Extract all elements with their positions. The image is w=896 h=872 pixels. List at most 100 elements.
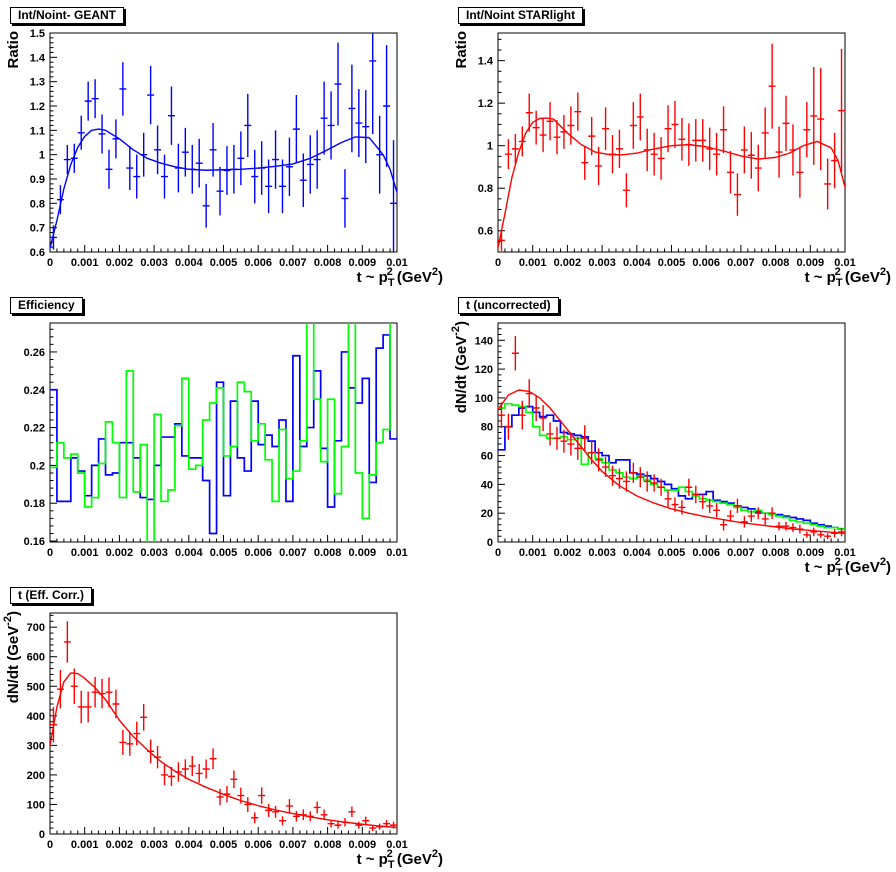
- svg-text:1.3: 1.3: [30, 77, 45, 89]
- plot-ratio-starlight: 0 0.001 0.002 0.003 0.004 0.005 0.006 0.007 0.00…: [453, 31, 891, 289]
- svg-text:0.007: 0.007: [727, 547, 755, 559]
- svg-text:0.007: 0.007: [727, 257, 755, 269]
- plot-efficiency: 0 0.001 0.002 0.003 0.004 0.005 0.006 0.007 0.00…: [24, 322, 408, 559]
- svg-text:0.004: 0.004: [623, 257, 651, 269]
- plot-frame: [49, 32, 398, 253]
- svg-text:0.004: 0.004: [175, 839, 203, 851]
- svg-text:300: 300: [27, 740, 45, 752]
- svg-text:0.006: 0.006: [244, 839, 272, 851]
- svg-text:0.005: 0.005: [210, 839, 238, 851]
- efficiency-green-hist: [50, 323, 391, 542]
- svg-text:0.004: 0.004: [623, 547, 651, 559]
- svg-text:0.001: 0.001: [519, 547, 547, 559]
- svg-text:0.004: 0.004: [175, 257, 203, 269]
- svg-text:0.002: 0.002: [106, 839, 134, 851]
- svg-text:600: 600: [27, 652, 45, 664]
- svg-text:0.7: 0.7: [30, 223, 45, 235]
- x-axis-title: t ~ pT2 (GeV2): [357, 266, 443, 289]
- svg-text:0.008: 0.008: [762, 547, 790, 559]
- svg-text:0.9: 0.9: [30, 174, 45, 186]
- axis-ticks: [49, 328, 398, 542]
- svg-text:0.26: 0.26: [24, 347, 45, 359]
- svg-text:0.009: 0.009: [797, 257, 825, 269]
- svg-text:0.005: 0.005: [658, 547, 686, 559]
- axis-tick-labels: 0 0.001 0.002 0.003 0.004 0.005 0.006 0.007 0.00…: [30, 28, 408, 269]
- svg-text:1: 1: [39, 150, 45, 162]
- svg-text:0.002: 0.002: [554, 547, 582, 559]
- svg-text:500: 500: [27, 681, 45, 693]
- svg-text:0.005: 0.005: [658, 257, 686, 269]
- svg-text:0: 0: [47, 839, 53, 851]
- axis-tick-labels: 0 0.001 0.002 0.003 0.004 0.005 0.006 0.007 0.00…: [478, 56, 856, 269]
- pave-title-text: Int/Noint STARlight: [466, 8, 576, 22]
- svg-text:0: 0: [47, 547, 53, 559]
- y-axis-title: dN/dt (GeV-2): [450, 321, 470, 413]
- pad-ratio-geant: 0 0.001 0.002 0.003 0.004 0.005 0.006 0.007 0.00…: [0, 0, 448, 290]
- svg-text:0.004: 0.004: [175, 547, 203, 559]
- svg-text:0.001: 0.001: [519, 257, 547, 269]
- plot-t-uncorrected: 0 0.001 0.002 0.003 0.004 0.005 0.006 0.007 0.00…: [450, 321, 891, 579]
- svg-text:1.2: 1.2: [30, 101, 45, 113]
- svg-text:140: 140: [475, 335, 493, 347]
- axis-ticks: [497, 38, 846, 253]
- pave-title-t-uncorrected: t (uncorrected): [458, 297, 559, 314]
- x-axis-title: t ~ pT2 (GeV2): [805, 266, 891, 289]
- svg-text:1.4: 1.4: [478, 56, 494, 68]
- svg-text:0.8: 0.8: [478, 183, 493, 195]
- svg-text:0.002: 0.002: [106, 547, 134, 559]
- svg-text:0.003: 0.003: [140, 257, 168, 269]
- svg-text:0.007: 0.007: [279, 547, 307, 559]
- axis-tick-labels: 0 0.001 0.002 0.003 0.004 0.005 0.006 0.007 0.00…: [475, 335, 856, 559]
- svg-text:0.003: 0.003: [588, 257, 616, 269]
- pad-efficiency: 0 0.001 0.002 0.003 0.004 0.005 0.006 0.007 0.00…: [0, 290, 448, 580]
- y-axis-title: Ratio: [453, 31, 470, 69]
- svg-text:0.009: 0.009: [349, 547, 377, 559]
- tuncorr-data-points: [498, 335, 845, 540]
- svg-text:0.008: 0.008: [314, 839, 342, 851]
- svg-text:0.24: 0.24: [24, 385, 46, 397]
- svg-text:0.01: 0.01: [386, 547, 407, 559]
- svg-text:0.005: 0.005: [210, 547, 238, 559]
- svg-text:0.22: 0.22: [24, 423, 45, 435]
- svg-text:0.006: 0.006: [244, 257, 272, 269]
- tuncorr-blue-hist: [498, 405, 845, 530]
- svg-text:0.008: 0.008: [762, 257, 790, 269]
- svg-text:0.006: 0.006: [692, 547, 720, 559]
- plot-frame: [497, 322, 846, 543]
- svg-text:0.006: 0.006: [692, 257, 720, 269]
- teffcorr-fit-curve: [50, 672, 397, 829]
- svg-text:0.009: 0.009: [349, 839, 377, 851]
- svg-text:0.01: 0.01: [386, 839, 407, 851]
- svg-text:0: 0: [487, 537, 493, 549]
- svg-text:0.005: 0.005: [210, 257, 238, 269]
- pave-title-starlight: Int/Noint STARlight: [458, 7, 584, 24]
- svg-text:700: 700: [27, 622, 45, 634]
- pad-t-eff-corr: 0 0.001 0.002 0.003 0.004 0.005 0.006 0.007 0.00…: [0, 580, 448, 872]
- axis-ticks: [497, 322, 846, 543]
- svg-text:0.009: 0.009: [797, 547, 825, 559]
- svg-text:200: 200: [27, 770, 45, 782]
- starlight-fit-curve: [498, 117, 845, 249]
- svg-text:40: 40: [481, 479, 493, 491]
- svg-text:20: 20: [481, 508, 493, 520]
- axis-tick-labels: 0 0.001 0.002 0.003 0.004 0.005 0.006 0.007 0.00…: [27, 622, 408, 851]
- pad-ratio-starlight: 0 0.001 0.002 0.003 0.004 0.005 0.006 0.007 0.00…: [448, 0, 896, 290]
- pad-t-uncorrected: 0 0.001 0.002 0.003 0.004 0.005 0.006 0.007 0.00…: [448, 290, 896, 580]
- svg-text:0.002: 0.002: [106, 257, 134, 269]
- svg-text:1.1: 1.1: [30, 125, 45, 137]
- x-axis-title: t ~ pT2 (GeV2): [805, 556, 891, 579]
- svg-text:0: 0: [495, 547, 501, 559]
- y-axis-title: dN/dt (GeV-2): [2, 611, 22, 703]
- plot-frame: [497, 32, 846, 253]
- svg-text:0.001: 0.001: [71, 257, 99, 269]
- svg-text:0.2: 0.2: [30, 460, 45, 472]
- tuncorr-fit-curve: [498, 389, 845, 535]
- svg-text:0.007: 0.007: [279, 257, 307, 269]
- svg-text:0.008: 0.008: [314, 547, 342, 559]
- axis-ticks: [49, 614, 398, 835]
- svg-text:0: 0: [39, 829, 45, 841]
- svg-text:0.006: 0.006: [244, 547, 272, 559]
- svg-text:0.16: 0.16: [24, 536, 45, 548]
- pave-title-text: Int/Noint- GEANT: [18, 8, 116, 22]
